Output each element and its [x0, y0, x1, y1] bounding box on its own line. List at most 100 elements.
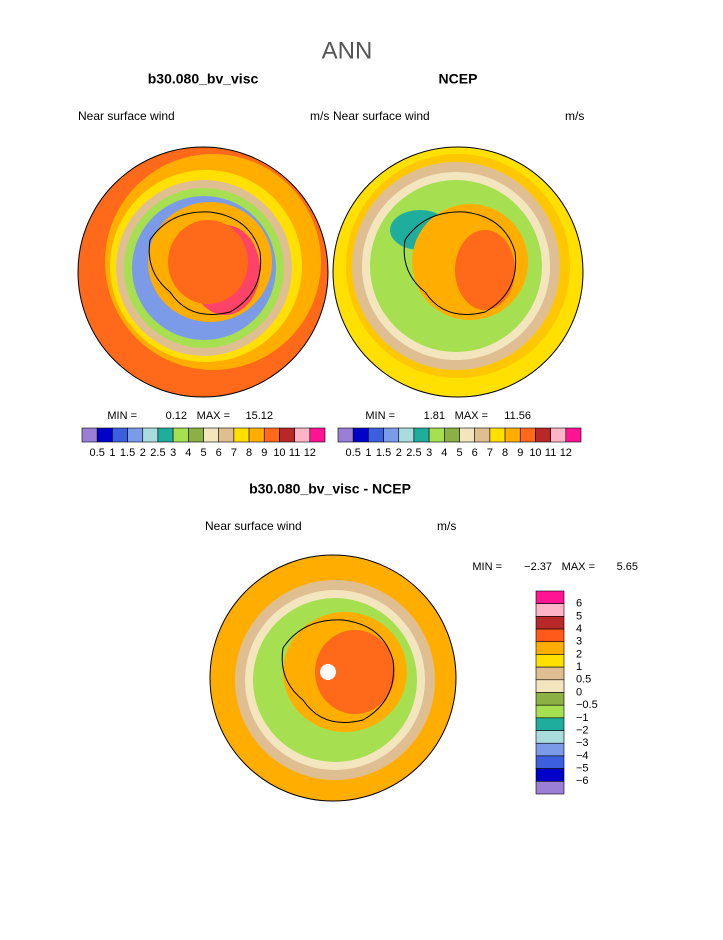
min-value: 1.81 — [424, 410, 445, 422]
colorbar-box — [535, 679, 565, 693]
colorbar-box — [444, 427, 460, 443]
colorbar-label: 0 — [576, 686, 582, 698]
map — [77, 146, 329, 398]
colorbar-box — [535, 692, 565, 706]
colorbar-box — [535, 666, 565, 681]
colorbar-box — [188, 427, 204, 443]
colorbar-label: 2.5 — [150, 447, 165, 459]
colorbar-label: −6 — [576, 775, 589, 787]
max-value: 5.65 — [617, 561, 638, 573]
colorbar-box — [172, 427, 189, 443]
colorbar-box — [428, 427, 445, 443]
colorbar-box — [535, 768, 565, 782]
colorbar-box — [279, 427, 295, 443]
colorbar-box — [157, 427, 174, 443]
colorbar-label: 6 — [472, 447, 478, 459]
colorbar-box — [535, 742, 565, 757]
colorbar-label: 5 — [576, 610, 582, 622]
right-label: m/s — [310, 109, 329, 123]
colorbar-label: 2 — [576, 648, 582, 660]
colorbar-label: 3 — [576, 636, 582, 648]
colorbar-box — [535, 730, 565, 744]
colorbar-label: 6 — [576, 598, 582, 610]
colorbar-box — [459, 427, 475, 443]
colorbar-label: 6 — [216, 447, 222, 459]
min-label: MIN = — [365, 410, 395, 422]
colorbar-label: 5 — [456, 447, 462, 459]
panel-title: NCEP — [439, 71, 478, 87]
map — [332, 146, 584, 398]
colorbar-label: −5 — [576, 763, 589, 775]
max-value: 15.12 — [245, 410, 273, 422]
colorbar-box — [248, 427, 265, 443]
colorbar-label: 5 — [200, 447, 206, 459]
colorbar-label: 1.5 — [376, 447, 391, 459]
colorbar-label: 4 — [576, 623, 582, 635]
colorbar-label: 3 — [426, 447, 432, 459]
colorbar-box — [474, 427, 491, 443]
max-value: 11.56 — [504, 410, 531, 422]
colorbar-box — [535, 704, 565, 719]
colorbar-label: 1.5 — [120, 447, 135, 459]
panel-title: b30.080_bv_visc — [148, 71, 259, 87]
colorbar-label: 12 — [304, 447, 316, 459]
colorbar-label: −3 — [576, 737, 589, 749]
colorbar-label: −0.5 — [576, 699, 598, 711]
colorbar-label: 7 — [487, 447, 493, 459]
colorbar-box — [535, 781, 565, 795]
colorbar-box — [233, 427, 250, 443]
colorbar-label: 11 — [545, 447, 556, 459]
colorbar-box — [535, 427, 551, 443]
colorbar-box — [535, 717, 565, 731]
colorbar-box — [535, 590, 565, 604]
colorbar-box — [535, 755, 565, 769]
colorbar-label: 1 — [576, 661, 582, 673]
colorbar-box — [535, 654, 565, 668]
colorbar-label: 1 — [109, 447, 115, 459]
min-label: MIN = — [472, 561, 502, 573]
colorbar-label: 10 — [273, 447, 285, 459]
colorbar-label: 7 — [231, 447, 237, 459]
colorbar-label: −1 — [576, 712, 589, 724]
colorbar-label: 1 — [365, 447, 371, 459]
left-label: Near surface wind — [333, 109, 430, 123]
colorbar-box — [337, 427, 354, 443]
colorbar-label: 2 — [396, 447, 402, 459]
colorbar-label: 12 — [560, 447, 572, 459]
colorbar-box — [535, 603, 565, 617]
colorbar-box — [565, 427, 582, 443]
colorbar-label: 10 — [529, 447, 541, 459]
colorbar-box — [398, 427, 415, 443]
colorbar-label: 8 — [502, 447, 508, 459]
right-label: m/s — [437, 519, 456, 533]
main-title: ANN — [322, 37, 373, 64]
min-value: −2.37 — [524, 561, 552, 573]
colorbar-label: 0.5 — [346, 447, 361, 459]
colorbar-box — [352, 427, 369, 443]
colorbar-box — [519, 427, 536, 443]
colorbar-box — [81, 427, 98, 443]
colorbar-box — [309, 427, 326, 443]
colorbar-box — [112, 427, 128, 443]
colorbar-label: 4 — [185, 447, 191, 459]
colorbar-box — [218, 427, 235, 443]
colorbar-box — [96, 427, 113, 443]
colorbar-box — [535, 628, 565, 643]
min-label: MIN = — [107, 410, 137, 422]
max-label: MAX = — [562, 561, 595, 573]
colorbar-label: 11 — [289, 447, 300, 459]
colorbar-box — [203, 427, 219, 443]
colorbar-box — [368, 427, 384, 443]
left-label: Near surface wind — [205, 519, 302, 533]
colorbar-box — [535, 641, 565, 655]
max-label: MAX = — [197, 410, 230, 422]
colorbar-label: 0.5 — [90, 447, 105, 459]
colorbar-label: 9 — [261, 447, 267, 459]
map — [209, 554, 457, 802]
min-value: 0.12 — [166, 410, 187, 422]
colorbar-label: −2 — [576, 724, 589, 736]
panel-title: b30.080_bv_visc - NCEP — [249, 481, 411, 497]
colorbar-label: 9 — [517, 447, 523, 459]
right-label: m/s — [565, 109, 584, 123]
